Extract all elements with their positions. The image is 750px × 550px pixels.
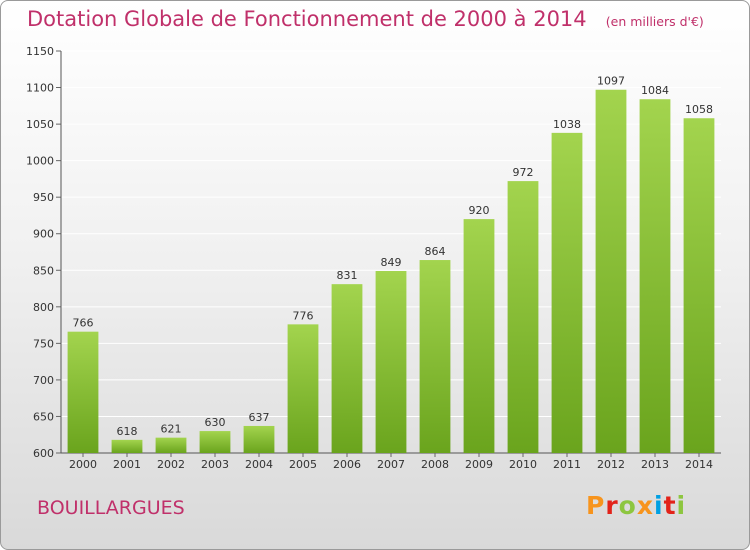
logo-letter: x bbox=[636, 491, 654, 520]
y-tick-label: 700 bbox=[33, 374, 54, 387]
bar bbox=[683, 118, 715, 453]
data-label: 630 bbox=[205, 416, 226, 429]
bar bbox=[419, 260, 451, 453]
data-label: 972 bbox=[513, 166, 534, 179]
logo-letter: t bbox=[663, 491, 677, 520]
y-tick-label: 900 bbox=[33, 228, 54, 241]
bar bbox=[375, 271, 407, 453]
chart-title: Dotation Globale de Fonctionnement de 20… bbox=[27, 7, 587, 31]
bar bbox=[639, 99, 671, 454]
bar bbox=[551, 132, 583, 453]
x-tick-label: 2005 bbox=[289, 458, 317, 471]
x-tick-label: 2010 bbox=[509, 458, 537, 471]
y-tick-label: 1150 bbox=[26, 45, 54, 58]
logo-letter: P bbox=[586, 491, 606, 520]
x-tick-label: 2006 bbox=[333, 458, 361, 471]
x-tick-label: 2011 bbox=[553, 458, 581, 471]
y-tick-label: 650 bbox=[33, 410, 54, 423]
commune-name: BOUILLARGUES bbox=[37, 497, 185, 519]
bar bbox=[243, 425, 275, 453]
data-label: 766 bbox=[73, 317, 94, 330]
y-tick-label: 600 bbox=[33, 447, 54, 460]
proxiti-logo: Proxiti bbox=[586, 491, 686, 520]
x-tick-label: 2014 bbox=[685, 458, 713, 471]
logo-letter: r bbox=[605, 491, 619, 520]
bar bbox=[595, 89, 627, 453]
x-tick-label: 2000 bbox=[69, 458, 97, 471]
data-label: 637 bbox=[249, 411, 270, 424]
bar bbox=[331, 284, 363, 453]
bar bbox=[111, 439, 143, 453]
data-label: 776 bbox=[293, 309, 314, 322]
data-label: 864 bbox=[425, 245, 446, 258]
chart-subtitle: (en milliers d'€) bbox=[605, 14, 704, 29]
y-tick-label: 950 bbox=[33, 191, 54, 204]
y-tick-label: 750 bbox=[33, 337, 54, 350]
data-label: 1097 bbox=[597, 75, 625, 88]
logo-letter: i bbox=[654, 491, 664, 520]
x-tick-label: 2004 bbox=[245, 458, 273, 471]
y-tick-label: 800 bbox=[33, 301, 54, 314]
data-label: 621 bbox=[161, 423, 182, 436]
logo-letter: o bbox=[618, 491, 637, 520]
x-tick-label: 2013 bbox=[641, 458, 669, 471]
y-tick-label: 850 bbox=[33, 264, 54, 277]
bar bbox=[155, 437, 187, 453]
x-tick-label: 2012 bbox=[597, 458, 625, 471]
data-label: 920 bbox=[469, 204, 490, 217]
y-tick-label: 1050 bbox=[26, 118, 54, 131]
x-tick-label: 2003 bbox=[201, 458, 229, 471]
y-tick-label: 1100 bbox=[26, 82, 54, 95]
title-row: Dotation Globale de Fonctionnement de 20… bbox=[27, 7, 704, 31]
bar bbox=[287, 324, 319, 453]
x-tick-label: 2001 bbox=[113, 458, 141, 471]
data-label: 1084 bbox=[641, 84, 669, 97]
data-label: 1038 bbox=[553, 118, 581, 131]
data-label: 1058 bbox=[685, 103, 713, 116]
x-tick-label: 2008 bbox=[421, 458, 449, 471]
x-tick-label: 2007 bbox=[377, 458, 405, 471]
data-label: 831 bbox=[337, 269, 358, 282]
bar bbox=[507, 181, 539, 454]
data-label: 618 bbox=[117, 425, 138, 438]
y-tick-label: 1000 bbox=[26, 155, 54, 168]
data-label: 849 bbox=[381, 256, 402, 269]
bar bbox=[463, 219, 495, 453]
x-tick-label: 2002 bbox=[157, 458, 185, 471]
logo-letter: i bbox=[676, 491, 687, 520]
bar bbox=[67, 331, 99, 453]
x-tick-label: 2009 bbox=[465, 458, 493, 471]
bar bbox=[199, 431, 231, 453]
